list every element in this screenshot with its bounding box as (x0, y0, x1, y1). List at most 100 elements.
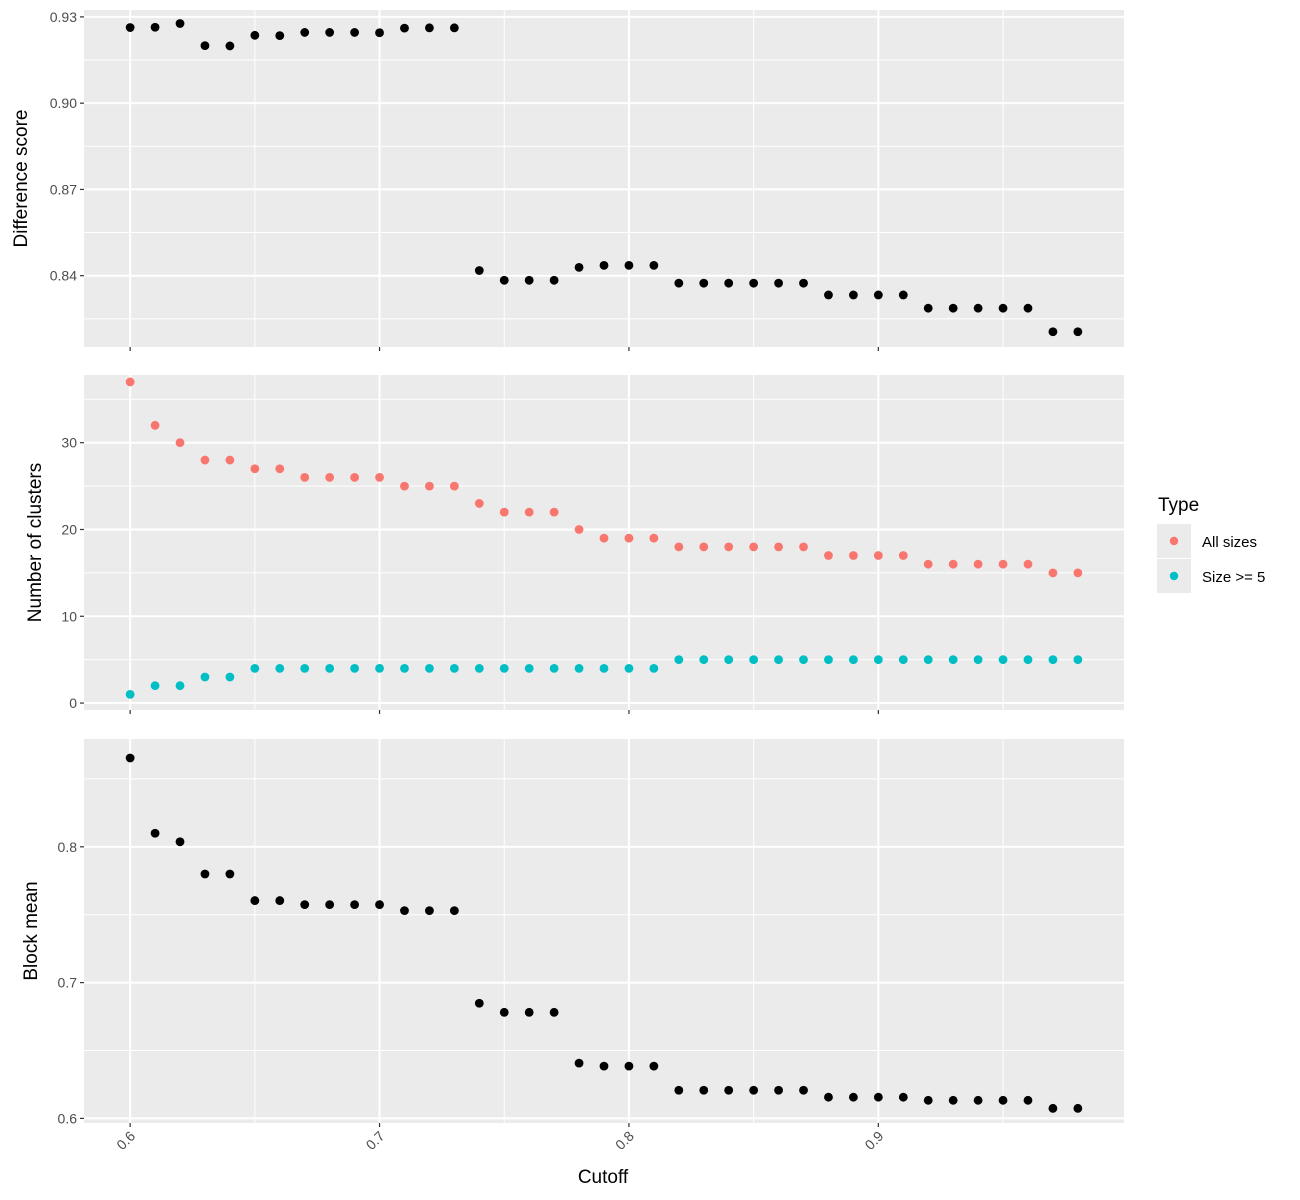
data-point (624, 260, 634, 270)
data-point (499, 663, 509, 673)
data-point (998, 655, 1008, 665)
data-point (1073, 1103, 1083, 1113)
data-point (973, 559, 983, 569)
data-point (200, 869, 210, 879)
data-point (325, 473, 335, 482)
data-point (599, 533, 609, 543)
y-tick-label: 0.84 (50, 268, 77, 284)
data-point (824, 290, 833, 300)
data-point (574, 262, 584, 272)
data-point (1073, 568, 1083, 578)
data-point (923, 1095, 933, 1105)
data-point (350, 900, 359, 910)
y-tick-label: 0.7 (58, 975, 78, 991)
data-point (898, 290, 908, 300)
data-points (125, 19, 1083, 337)
data-point (674, 278, 684, 288)
data-point (1073, 655, 1083, 665)
data-point (474, 998, 484, 1008)
data-point (1023, 655, 1033, 665)
data-point (549, 275, 559, 285)
data-point (300, 473, 310, 482)
data-point (425, 481, 434, 491)
data-point (524, 275, 534, 285)
data-point (923, 655, 933, 665)
data-point (849, 655, 858, 665)
data-point (549, 663, 559, 673)
data-point (849, 290, 858, 300)
data-point (923, 559, 933, 569)
data-point (898, 1092, 908, 1102)
y-tick-label: 30 (61, 435, 77, 451)
data-point (225, 869, 235, 879)
x-tick-label: 0.8 (612, 1128, 637, 1153)
data-point (724, 278, 734, 288)
data-point (574, 1058, 584, 1068)
data-point (400, 481, 409, 491)
data-point (649, 260, 659, 270)
data-point (350, 28, 359, 37)
data-point (275, 31, 285, 40)
data-point (425, 663, 434, 673)
data-point (799, 278, 808, 288)
data-point (300, 663, 310, 673)
data-point (873, 655, 883, 665)
data-point (325, 900, 335, 910)
data-point (948, 655, 958, 665)
data-point (649, 1061, 659, 1071)
data-point (449, 23, 459, 33)
data-point (175, 837, 185, 847)
data-point (674, 542, 684, 552)
data-point (774, 1085, 783, 1095)
data-point (200, 41, 210, 51)
y-tick-label: 20 (61, 521, 77, 537)
data-point (998, 559, 1008, 569)
legend-key-all-sizes (1169, 536, 1179, 546)
data-point (175, 681, 185, 691)
data-point (649, 663, 659, 673)
y-tick-label: 0 (69, 695, 77, 711)
data-point (824, 655, 833, 665)
data-point (574, 663, 584, 673)
data-point (799, 1085, 808, 1095)
legend-title: Type (1158, 495, 1199, 516)
data-point (275, 896, 285, 905)
data-point (699, 655, 709, 665)
data-point (250, 464, 260, 474)
data-point (749, 542, 759, 552)
data-point (225, 672, 235, 682)
data-point (425, 906, 434, 916)
data-point (125, 377, 135, 387)
data-point (150, 22, 160, 32)
data-point (225, 41, 235, 51)
legend-key-size-ge-5 (1169, 571, 1179, 581)
data-point (774, 278, 783, 288)
data-point (574, 525, 584, 534)
data-point (624, 533, 634, 543)
data-point (599, 663, 609, 673)
data-point (300, 900, 310, 910)
data-point (799, 542, 808, 552)
data-point (599, 260, 609, 270)
data-point (624, 663, 634, 673)
panel-background (84, 10, 1124, 347)
grid-lines (84, 10, 1124, 347)
data-point (449, 906, 459, 916)
data-point (799, 655, 808, 665)
data-point (325, 28, 335, 37)
data-point (898, 655, 908, 665)
data-point (948, 559, 958, 569)
data-point (425, 23, 434, 33)
data-point (150, 681, 160, 691)
data-point (749, 655, 759, 665)
data-point (724, 542, 734, 552)
data-point (200, 455, 210, 465)
data-point (923, 303, 933, 313)
data-point (948, 303, 958, 313)
data-point (250, 896, 260, 905)
panel-difference-score: 0.84 0.87 0.90 0.93 Difference score (11, 9, 1124, 351)
data-point (524, 663, 534, 673)
y-tick-label: 0.8 (58, 839, 78, 855)
data-point (824, 1092, 833, 1102)
